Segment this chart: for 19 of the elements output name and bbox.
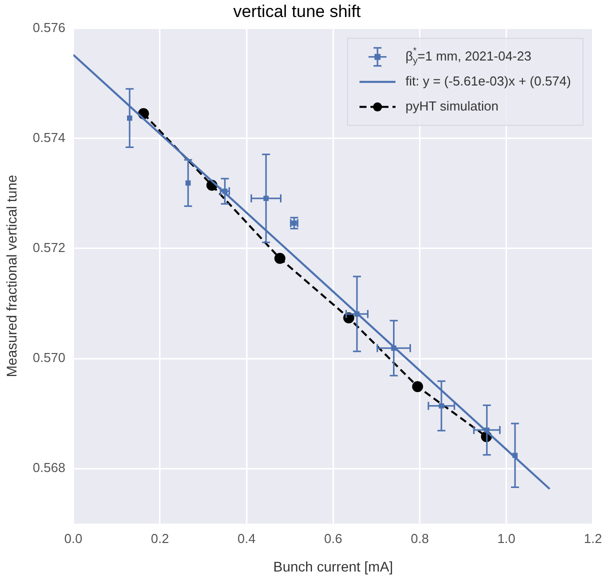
legend-label: pyHT simulation [406,98,498,114]
x-tick-label: 0.8 [410,530,429,546]
point [274,252,286,264]
legend-label: fit: y = (-5.61e-03)x + (0.574) [406,73,571,88]
point [412,381,424,392]
x-axis-title: Bunch current [mA] [273,558,394,574]
y-tick-label: 0.570 [32,350,66,366]
y-tick-label: 0.576 [32,20,66,35]
y-axis-title: Measured fractional vertical tune [3,174,20,378]
x-tick-label: 0.4 [238,530,256,546]
x-tick-label: 1.0 [497,530,516,546]
y-tick-label: 0.568 [32,460,66,476]
x-tick-label: 1.2 [584,530,602,546]
x-tick-label: 0.0 [64,530,82,546]
y-tick-label: 0.572 [32,240,66,256]
x-tick-label: 0.2 [150,530,169,546]
y-tick-label: 0.574 [32,130,66,146]
chart-title: vertical tune shift [233,2,362,21]
x-tick-label: 0.6 [324,530,342,546]
